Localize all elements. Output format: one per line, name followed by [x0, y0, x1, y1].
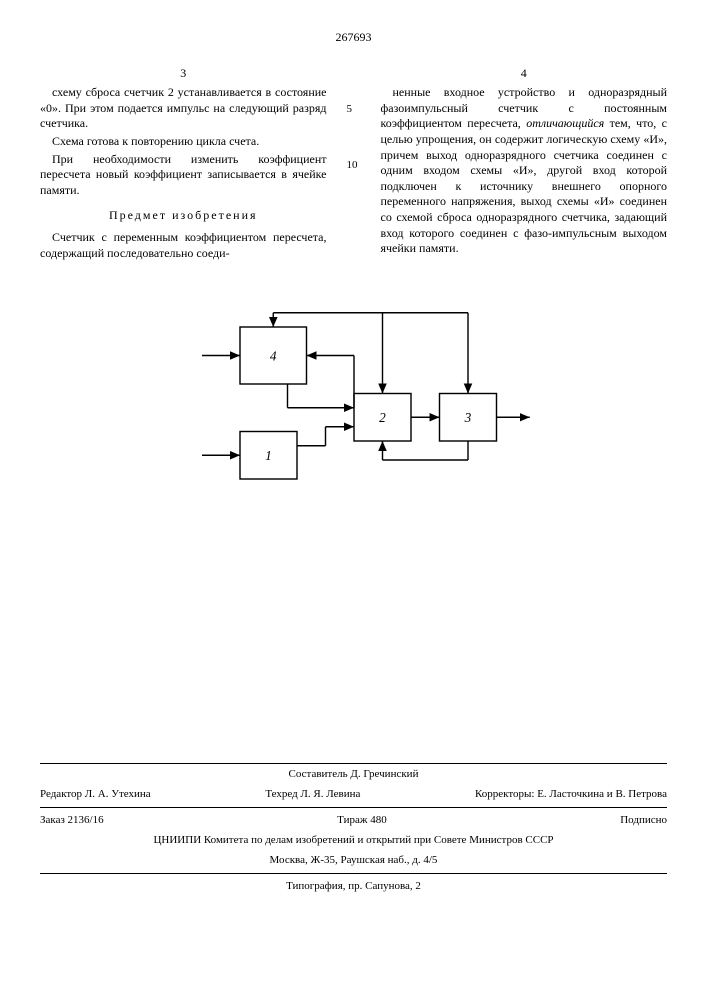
para: Счетчик с переменным коэффициентом перес…	[40, 230, 327, 261]
para: схему сброса счетчик 2 устанавливается в…	[40, 85, 327, 132]
podpisno: Подписно	[620, 813, 667, 827]
tirazh: Тираж 480	[337, 813, 387, 827]
line-numbers: 5 10	[347, 66, 361, 264]
section-heading: Предмет изобретения	[40, 208, 327, 224]
editor: Редактор Л. А. Утехина	[40, 787, 151, 801]
box4-label: 4	[269, 348, 276, 363]
order: Заказ 2136/16	[40, 813, 104, 827]
doc-number: 267693	[40, 30, 667, 46]
para: Схема готова к повторению цикла счета.	[40, 134, 327, 150]
box1-label: 1	[265, 448, 272, 463]
typography: Типография, пр. Сапунова, 2	[40, 876, 667, 896]
org: ЦНИИПИ Комитета по делам изобретений и о…	[40, 830, 667, 850]
compiler: Составитель Д. Гречинский	[40, 764, 667, 784]
line-num: 10	[347, 158, 361, 172]
page-num-left: 3	[40, 66, 327, 82]
para: ненные входное устройство и одноразрядны…	[381, 85, 668, 257]
para: При необходимости изменить коэффициент п…	[40, 152, 327, 199]
box2-label: 2	[379, 410, 386, 425]
box3-label: 3	[463, 410, 471, 425]
left-column: 3 схему сброса счетчик 2 устанавливается…	[40, 66, 327, 264]
correctors: Корректоры: Е. Ласточкина и В. Петрова	[475, 787, 667, 801]
addr: Москва, Ж-35, Раушская наб., д. 4/5	[40, 850, 667, 870]
block-diagram: 4 1 2 3	[40, 303, 667, 503]
line-num: 5	[347, 102, 361, 116]
footer: Составитель Д. Гречинский Редактор Л. А.…	[40, 763, 667, 896]
text-columns: 3 схему сброса счетчик 2 устанавливается…	[40, 66, 667, 264]
right-column: 4 ненные входное устройство и одноразряд…	[381, 66, 668, 264]
page-num-right: 4	[381, 66, 668, 82]
techred: Техред Л. Я. Левина	[265, 787, 360, 801]
